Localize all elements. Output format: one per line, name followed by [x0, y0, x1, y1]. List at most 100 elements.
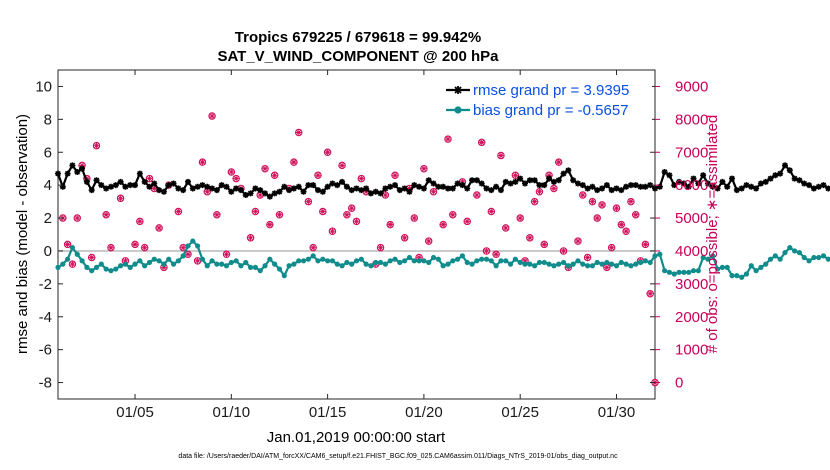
- bias-point: [325, 258, 331, 264]
- bias-point: [666, 269, 673, 275]
- rmse-point: [233, 185, 240, 192]
- bias-point: [209, 258, 215, 264]
- rmse-point: [160, 188, 167, 195]
- rmse-point: [218, 182, 225, 189]
- rmse-point: [127, 182, 134, 189]
- bias-point: [816, 254, 822, 261]
- bias-point: [700, 254, 706, 261]
- rmse-point: [473, 177, 480, 184]
- bias-point: [748, 263, 754, 269]
- rmse-point: [555, 177, 562, 184]
- rmse-point: [565, 167, 572, 174]
- bias-point: [739, 274, 745, 280]
- rmse-point: [661, 168, 668, 175]
- bias-point: [276, 266, 283, 272]
- bias-point: [353, 258, 360, 264]
- obs-count-point: [376, 243, 385, 252]
- plot-area: [57, 69, 656, 400]
- rmse-point: [387, 183, 394, 190]
- obs-count-point: [357, 174, 366, 183]
- rmse-point: [579, 182, 586, 189]
- bias-point: [142, 263, 148, 269]
- rmse-point: [594, 187, 601, 194]
- obs-count-point: [290, 158, 298, 166]
- obs-count-point: [429, 187, 438, 196]
- rmse-point: [247, 190, 254, 197]
- bias-point: [103, 266, 109, 272]
- bias-point: [488, 258, 494, 264]
- bias-point: [421, 258, 427, 264]
- bias-point: [108, 268, 114, 274]
- bias-point: [397, 259, 403, 266]
- rmse-point: [618, 187, 625, 194]
- x-tick-label: 01/10: [213, 404, 251, 421]
- rmse-point: [199, 182, 206, 189]
- bias-point: [657, 251, 663, 257]
- bias-point: [363, 261, 369, 267]
- obs-count-point: [227, 168, 236, 176]
- tick-layer: -8 -6 -4 -2 0 2 4 6 8 10 0 1000 2000 3000 4000 5000 6000…: [35, 70, 708, 421]
- bias-series-layer: [55, 238, 830, 280]
- bias-point: [820, 253, 827, 259]
- bias-point: [705, 256, 711, 262]
- rmse-point: [536, 182, 543, 189]
- bias-point: [734, 273, 740, 279]
- rmse-point: [406, 188, 413, 195]
- bias-point: [113, 266, 119, 272]
- rmse-point: [93, 177, 100, 184]
- obs-count-point: [477, 138, 486, 147]
- obs-count-point: [107, 243, 115, 252]
- obs-count-point: [617, 220, 626, 229]
- bias-point: [676, 269, 682, 275]
- bias-point: [199, 256, 206, 262]
- rmse-point: [478, 180, 485, 187]
- obs-count-point: [314, 171, 322, 180]
- bias-point: [349, 261, 355, 267]
- bias-point: [79, 258, 85, 264]
- obs-count-point: [92, 141, 101, 150]
- rmse-point: [762, 178, 769, 185]
- obs-count-point: [319, 207, 327, 216]
- rmse-point: [810, 185, 817, 192]
- bias-point: [642, 258, 648, 264]
- bias-point: [464, 259, 470, 266]
- obs-count-point: [487, 207, 496, 216]
- bias-point: [743, 271, 750, 277]
- bias-point: [117, 263, 124, 269]
- bias-point: [599, 261, 605, 267]
- rmse-point: [767, 175, 774, 182]
- y-tick-label: 10: [35, 78, 52, 95]
- rmse-point: [257, 187, 264, 194]
- rmse-point: [781, 162, 788, 169]
- bias-point: [272, 261, 278, 267]
- bias-point: [671, 271, 677, 277]
- obs-count-point: [535, 187, 544, 196]
- y2-tick-label: 3000: [675, 276, 708, 293]
- bias-point: [262, 263, 268, 269]
- bias-point: [195, 243, 201, 249]
- obs-count-point: [73, 214, 82, 222]
- bias-point: [228, 259, 234, 266]
- obs-count-point: [501, 224, 510, 232]
- obs-count-point: [400, 234, 409, 242]
- bias-point: [604, 259, 610, 266]
- bias-point: [219, 261, 225, 267]
- bias-point: [296, 258, 302, 264]
- obs-count-point: [492, 250, 500, 258]
- bias-point: [373, 259, 379, 266]
- rmse-point: [738, 185, 745, 192]
- obs-count-point: [102, 211, 110, 219]
- bias-point: [247, 264, 254, 270]
- rmse-point: [146, 183, 153, 190]
- obs-count-point: [574, 237, 582, 245]
- bias-point: [291, 261, 297, 267]
- obs-count-point: [270, 171, 279, 180]
- obs-count-point: [579, 191, 587, 199]
- obs-count-point: [155, 224, 163, 232]
- obs-count-point: [641, 240, 650, 249]
- bias-point: [387, 258, 393, 264]
- bias-point: [628, 263, 634, 269]
- bias-point: [575, 258, 581, 264]
- bias-point: [479, 256, 485, 262]
- rmse-point: [170, 180, 177, 187]
